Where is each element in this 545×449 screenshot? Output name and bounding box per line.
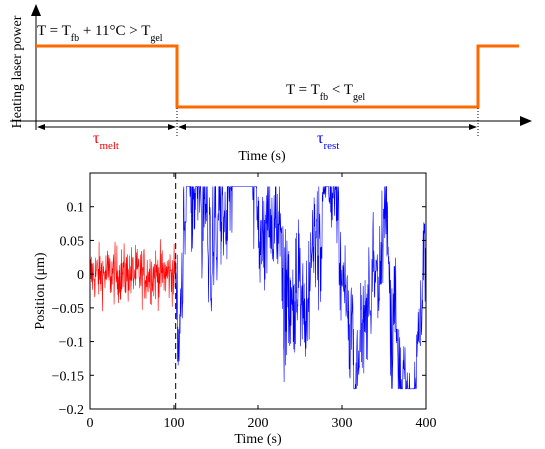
tau-melt-label: τmelt — [93, 130, 119, 152]
y-tick-label: 0.05 — [60, 234, 85, 249]
bottom-y-axis-label: Position (μm) — [33, 252, 48, 329]
high-state-label: T = Tfb + 11°C > Tgel — [37, 23, 163, 44]
power-trace — [36, 44, 520, 109]
x-tick-label: 100 — [164, 416, 185, 431]
top-y-arrowhead — [31, 4, 41, 16]
low-state-label: T = Tfb < Tgel — [286, 82, 365, 103]
top-x-arrowhead — [520, 116, 532, 126]
melt-span-right-arrowhead — [168, 124, 176, 130]
bottom-panel: 0 100 200 300 400−0.2−0.15−0.1−0.0500.050.1 … — [33, 172, 437, 447]
position-traces — [89, 186, 427, 390]
y-tick-label: 0 — [77, 268, 84, 283]
rest-position-series — [175, 186, 427, 390]
bottom-x-axis-label: Time (s) — [234, 432, 282, 447]
x-tick-label: 400 — [416, 416, 437, 431]
melt-span-left-arrowhead — [37, 124, 45, 130]
melt-position-series — [89, 239, 176, 312]
x-tick-label: 300 — [332, 416, 353, 431]
y-tick-label: −0.2 — [59, 403, 84, 418]
rest-span-right-arrowhead — [469, 124, 477, 130]
y-tick-label: −0.05 — [52, 302, 84, 317]
top-x-axis-label: Time (s) — [238, 149, 286, 164]
top-panel: T = Tfb + 11°C > Tgel T = Tfb < Tgel τme… — [10, 4, 532, 164]
rest-span-left-arrowhead — [178, 124, 186, 130]
y-tick-label: 0.1 — [67, 201, 85, 216]
top-y-axis-label: Heating laser power — [10, 15, 25, 128]
y-tick-label: −0.15 — [52, 369, 84, 384]
y-tick-label: −0.1 — [59, 336, 84, 351]
axis-ticks: 0 100 200 300 400 −0.2 −0.15 −0.1 −0.05 0 0.05 0.1 — [52, 173, 437, 431]
tau-rest-label: τrest — [317, 130, 339, 152]
x-tick-label: 0 — [87, 416, 94, 431]
x-tick-label: 200 — [248, 416, 269, 431]
